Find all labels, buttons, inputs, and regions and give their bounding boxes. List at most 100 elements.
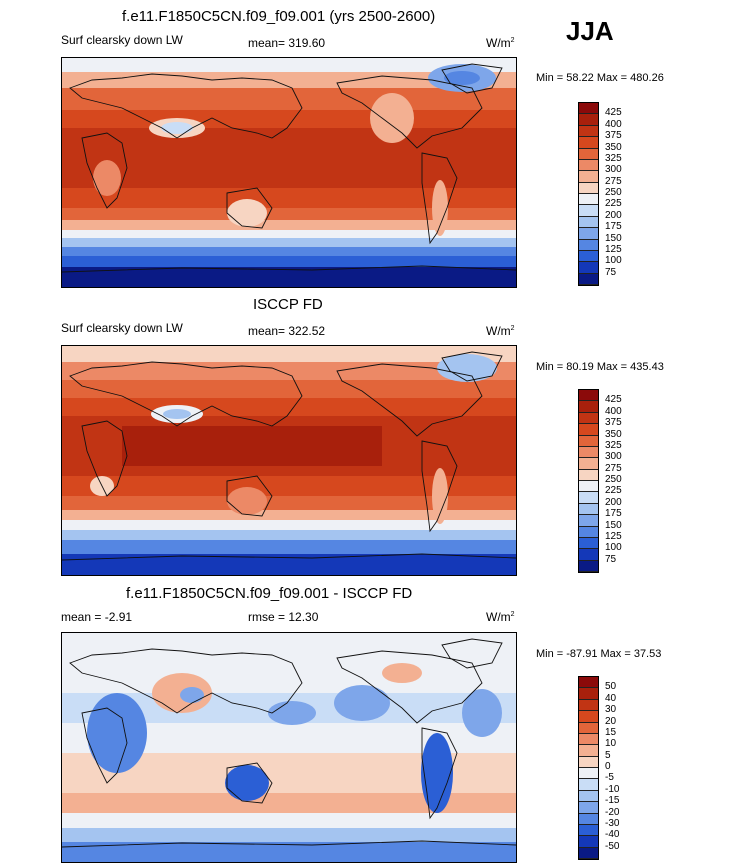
- colorbar-swatch: [579, 677, 598, 689]
- colorbar-tick-label: 425: [605, 107, 622, 119]
- colorbar-swatch: [579, 756, 598, 768]
- colorbar-tick-label: 150: [605, 519, 622, 531]
- colorbar-tick-label: 250: [605, 187, 622, 198]
- colorbar-tick-label: 5: [605, 749, 611, 761]
- panel1-map: [61, 57, 517, 288]
- panel1-variable: Surf clearsky down LW: [61, 33, 183, 47]
- colorbar-tick-label: 125: [605, 243, 622, 255]
- colorbar-swatch: [579, 537, 598, 550]
- colorbar-swatch: [579, 250, 598, 263]
- colorbar-tick-label: 275: [605, 462, 622, 474]
- colorbar-swatch: [579, 847, 598, 859]
- panel1-map-graphic: [62, 58, 516, 287]
- colorbar-tick-label: 50: [605, 681, 617, 693]
- colorbar-swatch: [579, 273, 598, 285]
- colorbar-swatch: [579, 549, 598, 561]
- panel3-map: [61, 632, 517, 863]
- colorbar-swatch: [579, 205, 598, 217]
- colorbar-tick-label: 200: [605, 209, 622, 221]
- colorbar-swatch: [579, 779, 598, 791]
- colorbar-tick-label: 40: [605, 692, 617, 704]
- colorbar-swatch: [579, 228, 598, 240]
- colorbar-tick-label: 20: [605, 715, 617, 727]
- colorbar-tick-label: 0: [605, 761, 611, 772]
- colorbar-swatch: [579, 390, 598, 402]
- panel3-title: f.e11.F1850C5CN.f09_f09.001 - ISCCP FD: [126, 585, 413, 602]
- colorbar-swatch: [579, 492, 598, 504]
- colorbar-tick-label: 225: [605, 198, 622, 210]
- colorbar-tick-label: 225: [605, 485, 622, 497]
- colorbar-swatch: [579, 194, 598, 206]
- colorbar-swatch: [579, 733, 598, 746]
- colorbar-swatch: [579, 114, 598, 126]
- panel3-map-graphic: [62, 633, 516, 862]
- colorbar-swatch: [579, 458, 598, 470]
- colorbar-tick-label: 200: [605, 496, 622, 508]
- colorbar-tick-label: 100: [605, 542, 622, 554]
- colorbar-tick-label: -15: [605, 795, 620, 807]
- colorbar-tick-label: 275: [605, 175, 622, 187]
- colorbar-swatch: [579, 435, 598, 447]
- colorbar-tick-label: 100: [605, 255, 622, 267]
- colorbar-swatch: [579, 768, 598, 780]
- panel1-minmax: Min = 58.22 Max = 480.26: [536, 72, 664, 84]
- panel2-colorbar: [578, 389, 599, 573]
- colorbar-swatch: [579, 412, 598, 425]
- panel2-minmax: Min = 80.19 Max = 435.43: [536, 361, 664, 373]
- colorbar-swatch: [579, 503, 598, 516]
- colorbar-swatch: [579, 148, 598, 160]
- panel3-colorbar-labels: 50 40 30 20 15 10 5 0 -5 -10 -15 -20 -30 -40 -50: [605, 676, 645, 858]
- colorbar-swatch: [579, 401, 598, 413]
- colorbar-swatch: [579, 182, 598, 194]
- colorbar-tick-label: -20: [605, 806, 620, 818]
- colorbar-tick-label: 175: [605, 221, 622, 233]
- colorbar-swatch: [579, 137, 598, 149]
- colorbar-swatch: [579, 745, 598, 757]
- colorbar-tick-label: -10: [605, 783, 620, 795]
- panel2-map: [61, 345, 517, 576]
- colorbar-tick-label: -40: [605, 829, 620, 841]
- colorbar-swatch: [579, 790, 598, 803]
- panel2-mean: mean= 322.52: [248, 324, 326, 338]
- colorbar-tick-label: -30: [605, 817, 620, 829]
- panel2-map-graphic: [62, 346, 516, 575]
- colorbar-swatch: [579, 469, 598, 481]
- colorbar-tick-label: 400: [605, 405, 622, 417]
- panel2-units: W/m2: [486, 324, 515, 338]
- colorbar-tick-label: -5: [605, 772, 614, 784]
- colorbar-swatch: [579, 560, 598, 572]
- panel2-colorbar-labels: 425 400 375 350 325 300 275 250 225 200 175 150 125 1…: [605, 389, 645, 571]
- season-label: JJA: [566, 16, 614, 46]
- colorbar-tick-label: 350: [605, 141, 622, 153]
- colorbar-tick-label: 125: [605, 530, 622, 542]
- colorbar-swatch: [579, 699, 598, 712]
- colorbar-tick-label: 300: [605, 451, 622, 463]
- colorbar-swatch: [579, 688, 598, 700]
- colorbar-tick-label: 75: [605, 266, 617, 278]
- panel3-mean: mean = -2.91: [61, 610, 133, 624]
- colorbar-swatch: [579, 481, 598, 493]
- panel3-minmax: Min = -87.91 Max = 37.53: [536, 648, 662, 660]
- panel2-variable: Surf clearsky down LW: [61, 321, 183, 335]
- colorbar-tick-label: 175: [605, 508, 622, 520]
- colorbar-swatch: [579, 824, 598, 837]
- colorbar-tick-label: 375: [605, 130, 622, 142]
- colorbar-tick-label: 30: [605, 704, 617, 716]
- colorbar-tick-label: 350: [605, 428, 622, 440]
- colorbar-tick-label: 325: [605, 152, 622, 164]
- colorbar-swatch: [579, 171, 598, 183]
- colorbar-swatch: [579, 424, 598, 436]
- panel1-units: W/m2: [486, 36, 515, 50]
- colorbar-swatch: [579, 515, 598, 527]
- colorbar-tick-label: 375: [605, 417, 622, 429]
- panel1-title: f.e11.F1850C5CN.f09_f09.001 (yrs 2500-26…: [122, 8, 436, 25]
- colorbar-tick-label: 150: [605, 232, 622, 244]
- colorbar-tick-label: 425: [605, 394, 622, 406]
- colorbar-tick-label: 300: [605, 164, 622, 176]
- colorbar-swatch: [579, 722, 598, 734]
- colorbar-swatch: [579, 813, 598, 825]
- colorbar-swatch: [579, 103, 598, 115]
- colorbar-tick-label: 15: [605, 726, 617, 738]
- colorbar-swatch: [579, 711, 598, 723]
- colorbar-swatch: [579, 526, 598, 538]
